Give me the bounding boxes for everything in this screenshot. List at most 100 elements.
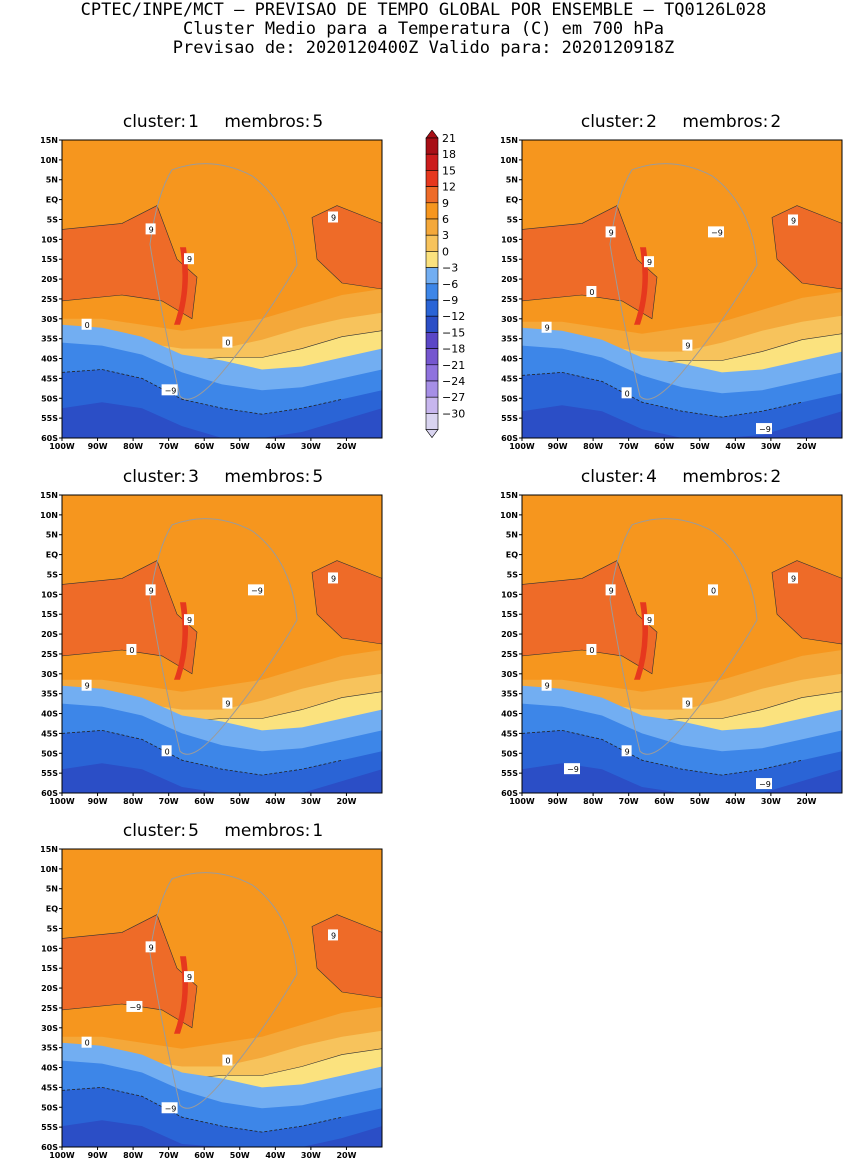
contour-label-box — [621, 387, 632, 399]
contour-label: 0 — [589, 646, 594, 655]
lon-tick-label: 90W — [548, 797, 568, 805]
colorbar-label: −18 — [442, 343, 465, 356]
warm-region — [61, 205, 198, 320]
contour-label: 9 — [625, 747, 630, 756]
warm-region — [61, 560, 198, 675]
contour-label: 0 — [625, 389, 630, 398]
coastline — [149, 518, 298, 755]
contour-label: 9 — [791, 216, 796, 225]
contour-label: 0 — [85, 1039, 90, 1048]
temperature-band — [62, 1120, 382, 1147]
contour-label: −9 — [251, 586, 263, 595]
lat-tick-label: EQ — [46, 196, 58, 205]
contour-label: 9 — [545, 324, 550, 333]
lon-tick-label: 70W — [159, 442, 179, 450]
lat-tick-label: 45S — [41, 374, 58, 383]
lon-tick-label: 20W — [336, 442, 356, 450]
colorbar-label: −12 — [442, 310, 465, 323]
contour-label: 9 — [647, 258, 652, 267]
contour-label-box — [145, 941, 156, 953]
lon-tick-label: 70W — [619, 442, 639, 450]
colorbar-swatch — [425, 137, 439, 155]
lat-tick-label: 10N — [40, 511, 58, 520]
contour-label: 9 — [685, 700, 690, 709]
lat-tick-label: 25S — [41, 1004, 58, 1013]
map-frame — [61, 848, 383, 1148]
lon-tick-label: 90W — [88, 442, 108, 450]
lat-tick-label: 55S — [41, 1123, 58, 1132]
contour-label: 9 — [85, 682, 90, 691]
map-panel-1: 9 9 9 0 0 −9 15N 10N 5N EQ 5S 10S 15S 20S 25S 30S 35S 40S… — [40, 136, 383, 450]
colorbar-swatch — [425, 299, 439, 317]
coastline — [609, 518, 758, 755]
lat-tick-label: 15N — [40, 491, 58, 500]
lon-tick-label: 40W — [265, 442, 285, 450]
lat-tick-label: 10S — [41, 590, 58, 599]
lon-tick-label: 100W — [509, 442, 535, 450]
colorbar-arrow-top — [425, 130, 439, 139]
contour-label-box — [184, 253, 194, 265]
contour-label-box — [126, 1000, 143, 1012]
lon-tick-label: 80W — [583, 442, 603, 450]
lon-tick-label: 50W — [690, 442, 710, 450]
contour-label-box — [621, 745, 632, 757]
contour-minus-9 — [521, 729, 803, 776]
lat-tick-label: 5N — [506, 531, 518, 540]
lon-tick-label: 40W — [725, 442, 745, 450]
contour-label-box — [586, 643, 597, 655]
lat-tick-label: 20S — [501, 630, 518, 639]
lat-tick-label: 15N — [500, 136, 518, 145]
contour-label-box — [541, 679, 552, 691]
lat-tick-label: EQ — [46, 551, 58, 560]
lat-tick-label: 40S — [41, 1064, 58, 1073]
contour-minus-9 — [61, 1086, 343, 1133]
colorbar-label: −9 — [442, 294, 458, 307]
lon-tick-label: 20W — [336, 797, 356, 805]
temperature-band — [522, 405, 842, 438]
contour-label: 9 — [331, 574, 336, 583]
colorbar-swatch — [425, 234, 439, 252]
contour-label-box — [81, 1036, 92, 1048]
lat-tick-label: 15S — [501, 610, 518, 619]
contour-label: 9 — [149, 943, 154, 952]
contour-minus-9 — [61, 729, 343, 776]
colorbar-swatch — [425, 413, 439, 430]
lon-tick-label: 30W — [301, 797, 321, 805]
contour-label-box — [644, 256, 654, 268]
lon-tick-label: 100W — [49, 442, 75, 450]
contour-label: 9 — [331, 213, 336, 222]
contour-label-box — [708, 226, 724, 238]
lon-tick-label: 60W — [654, 442, 674, 450]
colorbar-swatch — [425, 348, 439, 366]
lat-tick-label: 10S — [41, 944, 58, 953]
map-panel-2: 9 9 9 9 9 0 0 −9 −9 15N 10N 5N EQ 5S 10S 15S 20S 25S 30S 35… — [500, 136, 843, 450]
colorbar-label: −3 — [442, 262, 458, 275]
contour-label-box — [184, 614, 194, 626]
lon-tick-label: 60W — [194, 797, 214, 805]
lon-tick-label: 90W — [548, 442, 568, 450]
panel-2-title: cluster: 2 membros: 2 — [580, 112, 782, 132]
lat-tick-label: 30S — [41, 315, 58, 324]
lat-tick-label: 15S — [41, 610, 58, 619]
lat-tick-label: 5S — [47, 215, 59, 224]
panel-4-title: cluster: 4 membros: 2 — [580, 467, 782, 487]
lon-tick-label: 30W — [761, 797, 781, 805]
map-frame — [521, 139, 843, 439]
lat-tick-label: EQ — [506, 196, 518, 205]
colorbar-label: −24 — [442, 375, 465, 388]
lat-tick-label: 45S — [501, 374, 518, 383]
lat-tick-label: 60S — [501, 434, 518, 443]
lat-tick-label: 55S — [41, 769, 58, 778]
colorbar-label: 18 — [442, 148, 456, 161]
contour-label-box — [541, 321, 552, 333]
contour-label: 9 — [225, 700, 230, 709]
lat-tick-label: 45S — [41, 1083, 58, 1092]
contour-label: 0 — [711, 586, 716, 595]
lat-tick-label: 10N — [40, 865, 58, 874]
lon-tick-label: 20W — [336, 1151, 356, 1159]
colorbar: 21 18 15 12 9 6 3 0 −3 −6 −9 −12 −15 −18 −21 −24 −27 −30 — [425, 130, 465, 439]
lat-tick-label: 55S — [41, 414, 58, 423]
contour-label: 9 — [187, 616, 192, 625]
lon-tick-label: 60W — [194, 442, 214, 450]
colorbar-swatch — [425, 332, 439, 349]
